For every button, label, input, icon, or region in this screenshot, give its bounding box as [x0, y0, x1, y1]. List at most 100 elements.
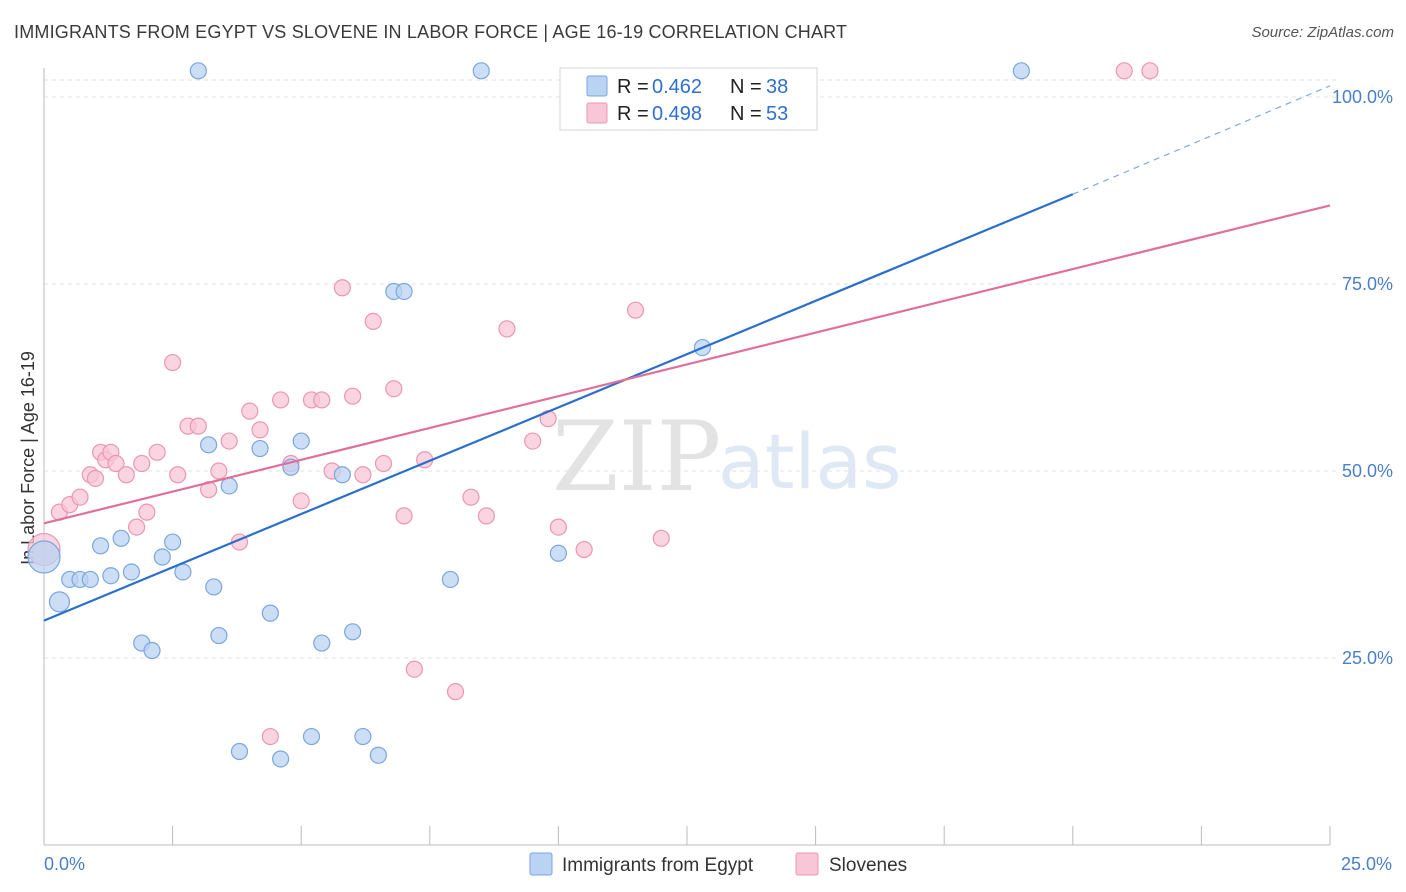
legend-n-value-slovenes: 53 [766, 103, 788, 125]
point-egypt-26 [313, 634, 331, 652]
point-slovenes-33 [344, 387, 362, 405]
point-egypt-19 [230, 742, 249, 761]
point-slovenes-43 [477, 507, 495, 525]
point-slovenes-49 [626, 301, 645, 319]
x-tick-label-min: 0.0% [44, 854, 85, 874]
point-egypt-4 [81, 570, 99, 589]
point-egypt-25 [302, 727, 321, 746]
point-slovenes-5 [86, 469, 105, 488]
point-egypt-1 [48, 591, 71, 613]
series-legend-swatch-egypt [529, 852, 553, 876]
point-slovenes-52 [1141, 62, 1159, 80]
point-egypt-22 [272, 750, 290, 768]
trendline-slovenes [43, 204, 1331, 525]
point-egypt-16 [205, 578, 223, 596]
point-slovenes-11 [127, 518, 146, 536]
point-egypt-8 [122, 563, 141, 581]
point-slovenes-20 [210, 462, 228, 480]
point-slovenes-30 [313, 391, 331, 409]
point-slovenes-15 [164, 353, 182, 372]
point-egypt-12 [164, 533, 182, 551]
point-slovenes-10 [117, 466, 135, 484]
point-slovenes-42 [462, 488, 480, 506]
legend-swatch-slovenes [586, 102, 608, 124]
point-egypt-15 [200, 436, 218, 454]
legend-n-value-egypt: 38 [766, 76, 788, 98]
watermark-atlas: atlas [718, 417, 902, 506]
series-legend-label-egypt: Immigrants from Egypt [562, 855, 754, 876]
series-egypt-points [27, 62, 1030, 768]
point-slovenes-18 [189, 417, 207, 435]
point-egypt-34 [472, 62, 490, 80]
point-egypt-6 [102, 567, 120, 585]
point-egypt-30 [369, 746, 387, 764]
point-egypt-21 [261, 604, 279, 622]
y-axis-label: In Labor Force | Age 16-19 [18, 351, 38, 565]
point-egypt-20 [251, 439, 269, 458]
point-egypt-24 [292, 432, 310, 450]
point-slovenes-23 [241, 402, 259, 420]
point-egypt-7 [112, 529, 130, 547]
point-egypt-5 [91, 537, 110, 555]
point-slovenes-32 [333, 279, 351, 297]
y-tick-labels: 25.0% 50.0% 75.0% 100.0% [1332, 87, 1393, 668]
point-slovenes-12 [133, 454, 151, 473]
point-slovenes-38 [395, 507, 413, 525]
point-egypt-37 [1012, 62, 1030, 80]
point-slovenes-9 [107, 454, 125, 473]
point-egypt-17 [210, 626, 228, 645]
point-slovenes-51 [1115, 62, 1133, 80]
trend-lines [43, 85, 1331, 622]
point-egypt-18 [220, 477, 238, 495]
series-legend-swatch-slovenes [795, 852, 819, 876]
point-slovenes-37 [385, 380, 403, 398]
x-ticks [172, 826, 1331, 845]
point-slovenes-3 [71, 488, 89, 506]
watermark: ZIP atlas [552, 401, 902, 513]
point-slovenes-25 [261, 727, 279, 746]
point-egypt-33 [441, 570, 459, 589]
point-slovenes-28 [292, 492, 310, 510]
point-slovenes-35 [364, 312, 382, 330]
point-slovenes-44 [498, 320, 516, 338]
legend-swatch-egypt [586, 75, 608, 97]
watermark-zip: ZIP [552, 401, 721, 513]
point-egypt-10 [143, 641, 161, 660]
point-slovenes-48 [575, 540, 593, 559]
legend-n-label-egypt: N = [730, 76, 762, 98]
y-tick-label-75: 75.0% [1342, 274, 1393, 294]
series-legend-label-slovenes: Slovenes [829, 855, 907, 876]
trendline-egypt [43, 193, 1074, 622]
point-slovenes-24 [251, 421, 269, 439]
source-credit: Source: ZipAtlas.com [1251, 24, 1394, 41]
point-slovenes-34 [354, 466, 372, 484]
point-slovenes-50 [652, 529, 670, 547]
x-tick-label-max: 25.0% [1341, 854, 1392, 874]
point-egypt-28 [344, 623, 362, 641]
point-slovenes-16 [169, 466, 187, 484]
legend-n-label-slovenes: N = [730, 103, 762, 125]
stats-legend: R = 0.462 N = 38 R = 0.498 N = 53 [559, 67, 818, 131]
point-egypt-0 [27, 540, 61, 574]
legend-r-value-egypt: 0.462 [652, 76, 702, 98]
y-tick-label-50: 50.0% [1342, 461, 1393, 481]
point-slovenes-41 [446, 683, 465, 701]
grid-lines [44, 79, 1336, 659]
chart-title: IMMIGRANTS FROM EGYPT VS SLOVENE IN LABO… [14, 22, 848, 42]
point-egypt-32 [395, 282, 413, 301]
y-tick-label-25: 25.0% [1342, 648, 1393, 668]
point-slovenes-13 [138, 503, 156, 521]
point-slovenes-21 [220, 432, 238, 450]
point-egypt-29 [354, 727, 372, 746]
series-slovenes-points [27, 62, 1159, 746]
point-egypt-11 [153, 548, 171, 566]
point-slovenes-45 [524, 432, 542, 450]
legend-r-label-egypt: R = [617, 76, 649, 98]
point-egypt-27 [333, 466, 351, 484]
trendline-egypt-extension [1072, 85, 1331, 195]
legend-r-value-slovenes: 0.498 [652, 103, 702, 125]
y-tick-label-100: 100.0% [1332, 87, 1393, 107]
point-slovenes-47 [549, 518, 568, 536]
point-egypt-14 [189, 62, 207, 80]
